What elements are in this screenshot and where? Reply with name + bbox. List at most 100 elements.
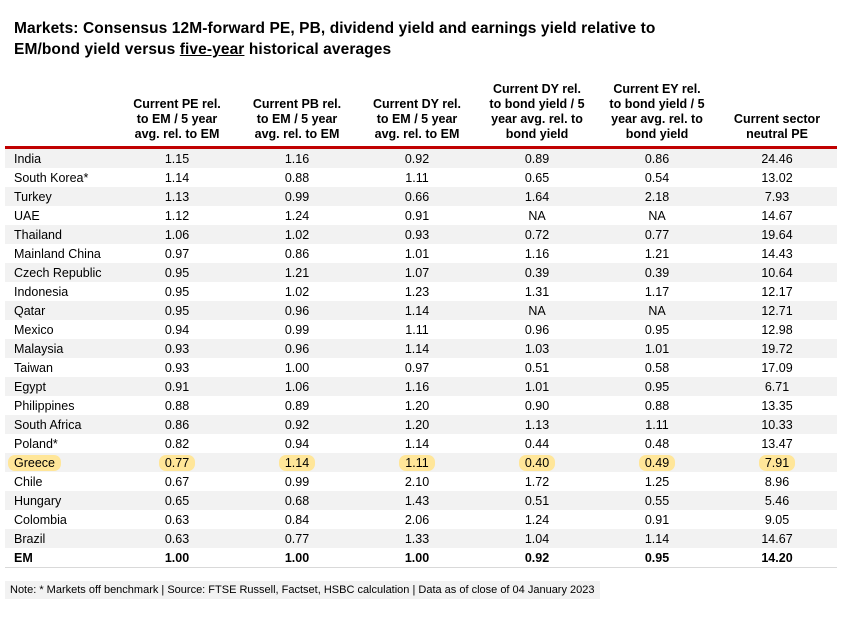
value-cell: 0.95 xyxy=(164,303,190,318)
market-name: South Korea* xyxy=(14,170,89,185)
value-cell: 1.00 xyxy=(284,360,310,375)
value-cell: 0.99 xyxy=(284,474,310,489)
market-name: India xyxy=(14,151,42,166)
value-cell: 24.46 xyxy=(761,151,793,166)
table-row: Brazil 0.63 0.77 1.33 1.04 1.14 14.67 xyxy=(5,529,837,548)
value-cell: 1.01 xyxy=(524,379,550,394)
highlight-pill: 1.11 xyxy=(399,454,435,471)
column-header-dy-rel-em: Current DY rel. to EM / 5 year avg. rel.… xyxy=(357,70,477,149)
value-cell: NA xyxy=(648,208,666,223)
value-cell: 1.16 xyxy=(404,379,430,394)
column-header-pe-rel-em: Current PE rel. to EM / 5 year avg. rel.… xyxy=(117,70,237,149)
value-cell: 1.21 xyxy=(644,246,670,261)
column-header-ey-rel-bond: Current EY rel. to bond yield / 5 year a… xyxy=(597,70,717,149)
table-row: Indonesia 0.95 1.02 1.23 1.31 1.17 12.17 xyxy=(5,282,837,301)
value-cell: 6.71 xyxy=(764,379,790,394)
table-row: Qatar 0.95 0.96 1.14 NA NA 12.71 xyxy=(5,301,837,320)
value-cell: 1.11 xyxy=(405,322,429,337)
value-cell: 1.21 xyxy=(284,265,310,280)
value-cell: 0.77 xyxy=(284,531,310,546)
value-cell: 0.65 xyxy=(164,493,190,508)
value-cell: 0.77 xyxy=(117,453,237,472)
column-header-sector-neutral-pe: Current sector neutral PE xyxy=(717,70,837,149)
market-name: Qatar xyxy=(14,303,46,318)
value-cell: NA xyxy=(528,303,546,318)
table-row: Czech Republic 0.95 1.21 1.07 0.39 0.39 10.64 xyxy=(5,263,837,282)
value-cell: 0.55 xyxy=(644,493,670,508)
value-cell: 0.86 xyxy=(164,417,190,432)
value-cell: 14.20 xyxy=(761,550,793,565)
value-cell: 1.14 xyxy=(404,436,430,451)
value-cell: 0.92 xyxy=(404,151,430,166)
value-cell: 1.07 xyxy=(404,265,430,280)
value-cell: 1.24 xyxy=(284,208,310,223)
market-name: Turkey xyxy=(14,189,52,204)
value-cell: 19.64 xyxy=(761,227,793,242)
table-row: Mainland China 0.97 0.86 1.01 1.16 1.21 14.43 xyxy=(5,244,837,263)
value-cell: 7.91 xyxy=(717,453,837,472)
value-cell: 8.96 xyxy=(764,474,790,489)
value-cell: 1.16 xyxy=(524,246,550,261)
value-cell: 0.86 xyxy=(284,246,310,261)
market-name: Czech Republic xyxy=(14,265,102,280)
table-row: Egypt 0.91 1.06 1.16 1.01 0.95 6.71 xyxy=(5,377,837,396)
value-cell: 0.68 xyxy=(284,493,310,508)
title-line-2: EM/bond yield versus five-year historica… xyxy=(14,41,392,58)
value-cell: 0.91 xyxy=(404,208,430,223)
value-cell: 5.46 xyxy=(764,493,790,508)
table-row: Taiwan 0.93 1.00 0.97 0.51 0.58 17.09 xyxy=(5,358,837,377)
market-name: Chile xyxy=(14,474,43,489)
table-row: South Africa 0.86 0.92 1.20 1.13 1.11 10.33 xyxy=(5,415,837,434)
value-cell: 14.67 xyxy=(761,208,793,223)
value-cell: 0.66 xyxy=(404,189,430,204)
value-cell: 0.94 xyxy=(284,436,310,451)
market-name: UAE xyxy=(14,208,40,223)
table-row: Poland* 0.82 0.94 1.14 0.44 0.48 13.47 xyxy=(5,434,837,453)
value-cell: 0.51 xyxy=(524,360,550,375)
value-cell: 0.99 xyxy=(284,322,310,337)
value-cell: 1.13 xyxy=(164,189,190,204)
value-cell: 0.88 xyxy=(164,398,190,413)
market-name: Taiwan xyxy=(14,360,53,375)
value-cell: 1.11 xyxy=(645,417,669,432)
table-row: Chile 0.67 0.99 2.10 1.72 1.25 8.96 xyxy=(5,472,837,491)
value-cell: 0.93 xyxy=(164,341,190,356)
value-cell: 0.72 xyxy=(524,227,550,242)
value-cell: 0.99 xyxy=(284,189,310,204)
value-cell: 17.09 xyxy=(761,360,793,375)
table-header: Current PE rel. to EM / 5 year avg. rel.… xyxy=(5,70,837,149)
value-cell: 14.43 xyxy=(761,246,793,261)
market-name: Hungary xyxy=(14,493,62,508)
value-cell: 1.20 xyxy=(404,398,430,413)
value-cell: 1.33 xyxy=(404,531,430,546)
highlight-pill: 0.49 xyxy=(638,454,676,471)
value-cell: 0.95 xyxy=(644,379,670,394)
value-cell: 0.95 xyxy=(164,284,190,299)
value-cell: 0.63 xyxy=(164,531,190,546)
value-cell: 0.88 xyxy=(644,398,670,413)
value-cell: 0.54 xyxy=(644,170,670,185)
value-cell: 0.95 xyxy=(644,550,670,565)
value-cell: NA xyxy=(528,208,546,223)
value-cell: 1.14 xyxy=(164,170,190,185)
value-cell: 1.11 xyxy=(405,170,429,185)
value-cell: 0.39 xyxy=(524,265,550,280)
value-cell: 1.14 xyxy=(644,531,670,546)
value-cell: NA xyxy=(648,303,666,318)
markets-table: Current PE rel. to EM / 5 year avg. rel.… xyxy=(5,70,837,568)
market-name: Mainland China xyxy=(14,246,101,261)
market-name: Brazil xyxy=(14,531,46,546)
table-row: EM 1.00 1.00 1.00 0.92 0.95 14.20 xyxy=(5,548,837,568)
value-cell: 1.04 xyxy=(524,531,550,546)
value-cell: 0.96 xyxy=(284,303,310,318)
highlight-pill: 1.14 xyxy=(278,454,316,471)
value-cell: 1.25 xyxy=(644,474,670,489)
value-cell: 12.17 xyxy=(761,284,793,299)
table-row: UAE 1.12 1.24 0.91 NA NA 14.67 xyxy=(5,206,837,225)
value-cell: 1.14 xyxy=(237,453,357,472)
value-cell: 1.14 xyxy=(404,341,430,356)
value-cell: 0.97 xyxy=(404,360,430,375)
value-cell: 0.95 xyxy=(164,265,190,280)
value-cell: 0.58 xyxy=(644,360,670,375)
